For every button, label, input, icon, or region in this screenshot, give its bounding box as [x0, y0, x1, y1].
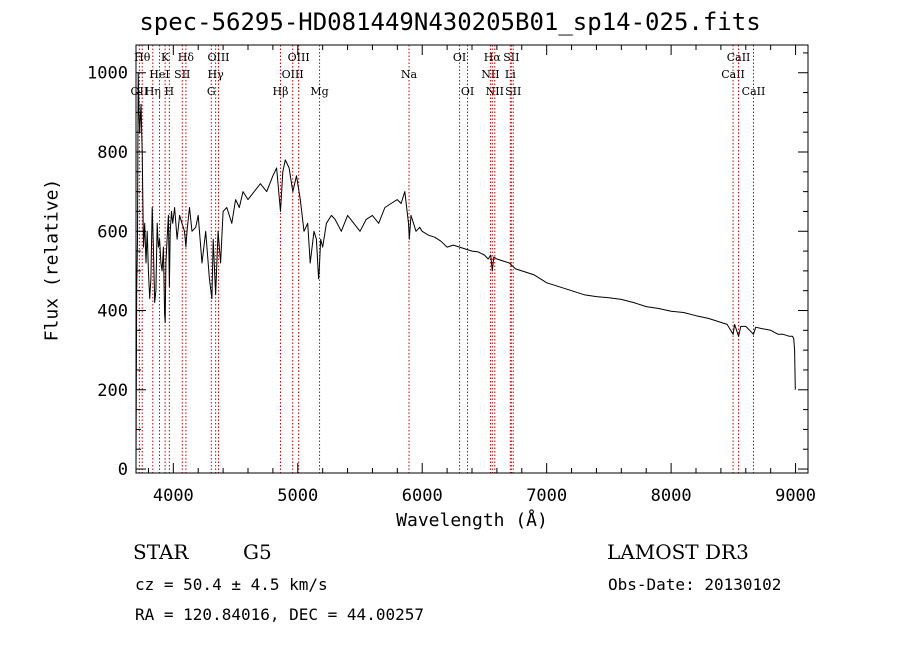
spectral-line-label: HeI	[149, 68, 169, 81]
spectral-line-label: SII	[505, 85, 521, 98]
y-tick-label: 200	[97, 381, 128, 401]
spectral-line-label: Hθ	[134, 51, 151, 64]
spectral-line-label: Mg	[310, 85, 328, 98]
spectral-line-label: CaII	[742, 85, 766, 98]
spectral-line-label: NII	[481, 68, 499, 81]
observation-date: Obs-Date: 20130102	[608, 575, 782, 594]
spectral-line-label: CaII	[721, 68, 745, 81]
spectral-line-label: CaII	[727, 51, 751, 64]
spectral-line-label: OIII	[288, 51, 310, 64]
spectral-line-label: OIII	[207, 51, 229, 64]
x-axis-label: Wavelength (Å)	[396, 510, 548, 531]
spectral-line-label: SII	[174, 68, 190, 81]
x-tick-label: 7000	[526, 486, 567, 506]
redshift-readout: cz = 50.4 ± 4.5 km/s	[135, 575, 328, 594]
plot-frame	[135, 44, 809, 474]
y-tick-label: 800	[97, 143, 128, 163]
spectral-line-label: OI	[453, 51, 466, 64]
chart-title: spec-56295-HD081449N430205B01_sp14-025.f…	[139, 8, 761, 36]
spectral-line-label: Hδ	[178, 51, 195, 64]
spectral-line-label: Hγ	[208, 68, 225, 81]
spectral-line-label: G	[207, 85, 216, 98]
spectral-line-label: NII	[486, 85, 504, 98]
y-tick-label: 0	[118, 460, 128, 480]
y-tick-label: 1000	[87, 64, 128, 84]
spectral-line-label: Hη	[145, 85, 161, 98]
survey-name: LAMOST DR3	[607, 540, 749, 564]
x-tick-label: 4000	[153, 486, 194, 506]
spectral-line-label: Li	[505, 68, 516, 81]
spectral-line-label: OII	[131, 85, 149, 98]
spectral-line-label: K	[161, 51, 170, 64]
object-subclass: G5	[243, 540, 272, 564]
x-tick-label: 8000	[651, 486, 692, 506]
y-tick-label: 600	[97, 222, 128, 242]
object-class: STAR	[133, 540, 189, 564]
spectral-line-label: Hα	[484, 51, 502, 64]
coordinates-readout: RA = 120.84016, DEC = 44.00257	[135, 605, 424, 624]
spectral-line-label: SII	[503, 51, 519, 64]
spectral-line-label: Hβ	[273, 85, 289, 98]
y-axis-label: Flux (relative)	[41, 178, 63, 342]
x-tick-label: 6000	[402, 486, 443, 506]
spectrum-line	[135, 72, 796, 470]
y-tick-label: 400	[97, 302, 128, 322]
x-tick-label: 5000	[277, 486, 318, 506]
spectral-line-label: OIII	[282, 68, 304, 81]
spectral-line-label: Na	[401, 68, 418, 81]
spectral-line-label: H	[165, 85, 175, 98]
x-tick-label: 9000	[775, 486, 816, 506]
spectral-line-label: OI	[461, 85, 474, 98]
